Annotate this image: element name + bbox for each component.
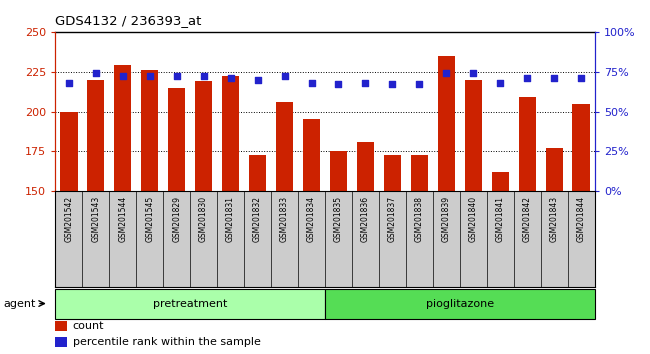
Point bbox=[118, 74, 128, 79]
Point bbox=[360, 80, 370, 86]
Text: GSM201840: GSM201840 bbox=[469, 196, 478, 242]
Bar bbox=[55, 337, 67, 347]
Text: GSM201843: GSM201843 bbox=[550, 196, 559, 242]
Bar bbox=[141, 70, 159, 191]
Bar bbox=[465, 80, 482, 191]
Point bbox=[495, 80, 506, 86]
Point bbox=[306, 80, 317, 86]
Bar bbox=[222, 76, 239, 191]
Point bbox=[226, 75, 236, 81]
Point bbox=[576, 75, 586, 81]
Bar bbox=[55, 289, 325, 319]
Bar bbox=[55, 321, 67, 331]
Text: GSM201835: GSM201835 bbox=[334, 196, 343, 242]
Text: GSM201543: GSM201543 bbox=[91, 196, 100, 242]
Text: pretreatment: pretreatment bbox=[153, 298, 228, 309]
Bar bbox=[249, 154, 266, 191]
Point bbox=[90, 70, 101, 76]
Text: GSM201839: GSM201839 bbox=[442, 196, 451, 242]
Point bbox=[468, 70, 478, 76]
Point bbox=[414, 81, 424, 87]
Point bbox=[64, 80, 74, 86]
Point bbox=[333, 81, 344, 87]
Text: percentile rank within the sample: percentile rank within the sample bbox=[73, 337, 261, 347]
Bar bbox=[168, 88, 185, 191]
Text: GSM201834: GSM201834 bbox=[307, 196, 316, 242]
Bar bbox=[195, 81, 213, 191]
Point bbox=[144, 74, 155, 79]
Text: agent: agent bbox=[3, 298, 36, 309]
Bar bbox=[325, 289, 595, 319]
Bar bbox=[437, 56, 455, 191]
Text: GSM201829: GSM201829 bbox=[172, 196, 181, 242]
Text: GSM201830: GSM201830 bbox=[199, 196, 208, 242]
Text: GSM201837: GSM201837 bbox=[388, 196, 397, 242]
Bar bbox=[384, 154, 401, 191]
Bar bbox=[519, 97, 536, 191]
Bar bbox=[303, 120, 320, 191]
Text: GSM201545: GSM201545 bbox=[145, 196, 154, 242]
Point bbox=[252, 77, 263, 82]
Text: GSM201544: GSM201544 bbox=[118, 196, 127, 242]
Point bbox=[522, 75, 532, 81]
Bar bbox=[60, 112, 77, 191]
Text: GSM201844: GSM201844 bbox=[577, 196, 586, 242]
Text: GSM201841: GSM201841 bbox=[496, 196, 505, 242]
Point bbox=[172, 74, 182, 79]
Bar bbox=[357, 142, 374, 191]
Point bbox=[387, 81, 398, 87]
Bar bbox=[276, 102, 293, 191]
Point bbox=[549, 75, 560, 81]
Text: GSM201838: GSM201838 bbox=[415, 196, 424, 242]
Bar bbox=[491, 172, 509, 191]
Text: GSM201836: GSM201836 bbox=[361, 196, 370, 242]
Text: GSM201542: GSM201542 bbox=[64, 196, 73, 242]
Text: GSM201842: GSM201842 bbox=[523, 196, 532, 242]
Text: pioglitazone: pioglitazone bbox=[426, 298, 494, 309]
Bar bbox=[573, 104, 590, 191]
Point bbox=[441, 70, 452, 76]
Bar bbox=[114, 65, 131, 191]
Bar bbox=[545, 148, 563, 191]
Point bbox=[198, 74, 209, 79]
Point bbox=[280, 74, 290, 79]
Text: count: count bbox=[73, 321, 104, 331]
Text: GSM201832: GSM201832 bbox=[253, 196, 262, 242]
Text: GSM201833: GSM201833 bbox=[280, 196, 289, 242]
Text: GDS4132 / 236393_at: GDS4132 / 236393_at bbox=[55, 14, 201, 27]
Text: GSM201831: GSM201831 bbox=[226, 196, 235, 242]
Bar bbox=[87, 80, 105, 191]
Bar bbox=[411, 154, 428, 191]
Bar bbox=[330, 152, 347, 191]
